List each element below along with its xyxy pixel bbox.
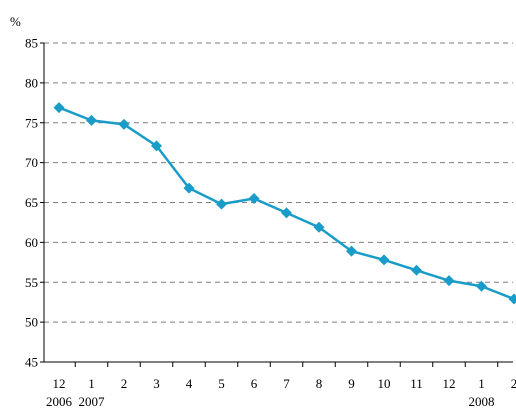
data-point-marker — [216, 198, 227, 210]
y-tick-label: 55 — [25, 275, 38, 290]
data-point-marker — [443, 275, 455, 287]
data-point-marker — [313, 221, 325, 233]
x-tick-label: 11 — [410, 376, 423, 391]
x-tick-label: 4 — [186, 376, 193, 391]
x-tick-label: 3 — [153, 376, 160, 391]
x-tick-label: 1 — [88, 376, 95, 391]
x-tick-label: 8 — [316, 376, 323, 391]
y-tick-label: 60 — [25, 235, 38, 250]
x-tick-label: 1 — [478, 376, 485, 391]
x-year-label: 2008 — [469, 394, 495, 408]
y-tick-label: 65 — [25, 195, 38, 210]
series — [53, 102, 516, 305]
y-tick-label: 85 — [25, 36, 38, 51]
y-tick-label: 70 — [25, 155, 38, 170]
grid-lines — [44, 42, 513, 323]
series-line — [58, 106, 515, 301]
y-unit-label: % — [10, 14, 21, 29]
x-tick-label: 10 — [378, 376, 391, 391]
x-tick-label: 5 — [218, 376, 225, 391]
data-point-marker — [248, 193, 260, 205]
data-point-marker — [86, 114, 97, 126]
y-tick-label: 45 — [25, 355, 38, 370]
data-point-marker — [118, 118, 130, 130]
y-tick-label: 75 — [25, 115, 38, 130]
y-tick-label: 80 — [25, 75, 38, 90]
y-tick-labels: 45 50 55 60 65 70 75 80 85 — [25, 36, 44, 370]
data-point-marker — [411, 264, 422, 276]
x-tick-label: 9 — [348, 376, 355, 391]
data-point-marker — [183, 182, 195, 194]
y-tick-label: 50 — [25, 315, 38, 330]
x-tick-label: 12 — [443, 376, 456, 391]
x-year-label: 2007 — [79, 394, 106, 408]
data-point-marker — [151, 140, 162, 152]
x-tick-label: 2 — [121, 376, 128, 391]
x-tick-label: 6 — [251, 376, 258, 391]
data-point-marker — [378, 254, 390, 266]
x-year-label: 2006 — [46, 394, 73, 408]
x-tick-label: 12 — [53, 376, 66, 391]
x-tick-label: 2 — [511, 376, 516, 391]
x-tick-label: 7 — [283, 376, 290, 391]
data-point-marker — [53, 102, 65, 114]
data-point-marker — [281, 207, 292, 219]
data-point-marker — [508, 293, 516, 305]
data-point-marker — [476, 280, 487, 292]
data-point-marker — [346, 245, 357, 257]
